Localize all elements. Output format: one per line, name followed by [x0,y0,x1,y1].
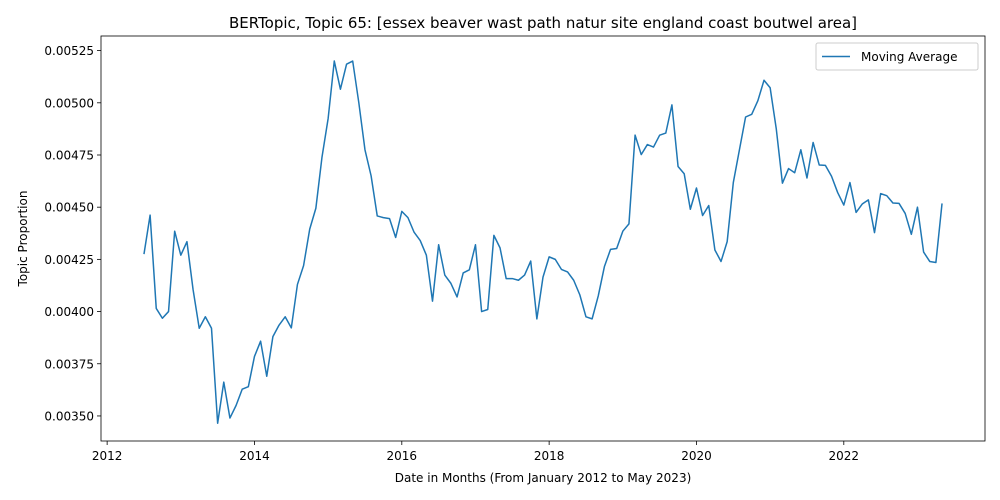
legend-label: Moving Average [861,50,957,64]
x-tick-label: 2022 [829,449,860,463]
y-axis: 0.00350 0.00375 0.00400 0.00425 0.00450 0.004… [44,44,101,423]
y-tick-label: 0.00375 [44,357,94,371]
chart-title: BERTopic, Topic 65: [essex beaver wast p… [229,14,857,32]
y-tick-label: 0.00475 [44,148,94,162]
x-tick-label: 2020 [681,449,712,463]
x-tick-label: 2014 [239,449,270,463]
y-tick-label: 0.00350 [44,409,94,423]
x-tick-label: 2016 [387,449,418,463]
y-tick-label: 0.00525 [44,44,94,58]
x-axis-label: Date in Months (From January 2012 to May… [395,471,692,485]
legend-box [815,42,979,71]
y-tick-label: 0.00425 [44,253,94,267]
axes-frame [100,35,986,442]
y-axis-label: Topic Proportion [16,191,30,288]
plot-area: 0.00350 0.00375 0.00400 0.00425 0.00450 0.004… [44,35,986,463]
y-tick-label: 0.00500 [44,96,94,110]
series-line-moving-average [143,60,943,425]
y-tick-label: 0.00400 [44,305,94,319]
y-tick-label: 0.00450 [44,201,94,215]
legend: Moving Average [815,42,979,71]
x-tick-label: 2012 [92,449,123,463]
x-axis: 2012 2014 2016 2018 2020 2022 [92,441,859,463]
series-layer [143,60,943,425]
x-tick-label: 2018 [534,449,565,463]
